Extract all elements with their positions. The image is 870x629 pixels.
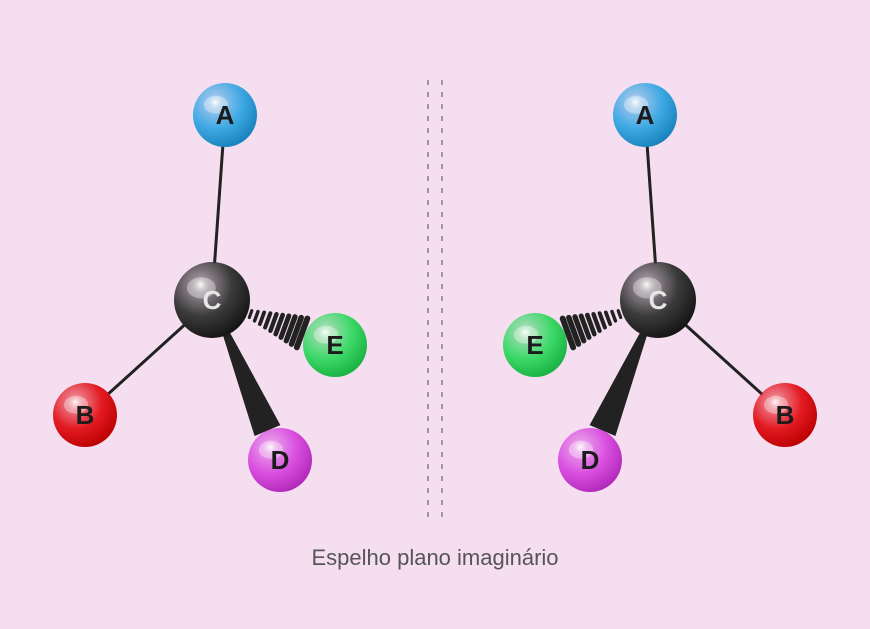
atom-d: D bbox=[558, 428, 622, 492]
atom-label-b: B bbox=[76, 400, 95, 430]
atom-b: B bbox=[53, 383, 117, 447]
diagram-canvas: A B D E C A B D E C Espelho plano imaginário bbox=[0, 0, 870, 629]
atom-a: A bbox=[613, 83, 677, 147]
atom-label-d: D bbox=[581, 445, 600, 475]
atom-label-a: A bbox=[216, 100, 235, 130]
bond-line bbox=[215, 147, 223, 262]
atom-label-e: E bbox=[326, 330, 343, 360]
atom-e: E bbox=[303, 313, 367, 377]
atom-label-a: A bbox=[636, 100, 655, 130]
bond-line bbox=[109, 326, 184, 394]
atom-b: B bbox=[753, 383, 817, 447]
bond-hash bbox=[249, 311, 307, 348]
atom-a: A bbox=[193, 83, 257, 147]
bond-line bbox=[686, 326, 761, 394]
atom-c: C bbox=[620, 262, 696, 338]
bond-hash bbox=[563, 311, 621, 348]
atom-c: C bbox=[174, 262, 250, 338]
atom-e: E bbox=[503, 313, 567, 377]
atom-label-c: C bbox=[203, 285, 222, 315]
atom-d: D bbox=[248, 428, 312, 492]
mirror-caption: Espelho plano imaginário bbox=[0, 545, 870, 571]
atom-label-e: E bbox=[526, 330, 543, 360]
atom-label-c: C bbox=[649, 285, 668, 315]
atom-label-b: B bbox=[776, 400, 795, 430]
atom-label-d: D bbox=[271, 445, 290, 475]
diagram-svg: A B D E C A B D E C bbox=[0, 0, 870, 629]
bond-line bbox=[647, 147, 655, 262]
